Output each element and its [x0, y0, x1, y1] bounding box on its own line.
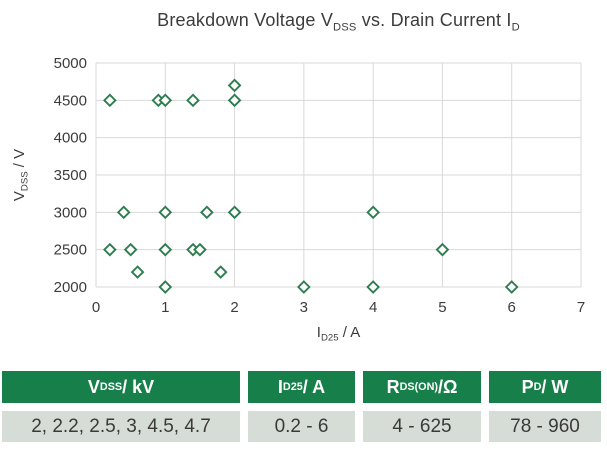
value-cell-id25: 0.2 - 6 — [248, 411, 355, 442]
x-tick-label: 2 — [230, 299, 238, 316]
data-point-diamond — [435, 242, 450, 257]
x-tick-label: 4 — [369, 299, 377, 316]
data-point-diamond — [158, 280, 173, 294]
chart-container: 0 1 2 3 4 5 6 7 2000 2500 3000 3500 4000 4500 5000 ID25… — [11, 10, 585, 344]
header-cell-vdss: V DSS / kV — [2, 371, 240, 403]
data-point-diamond — [158, 205, 173, 220]
x-tick-label: 5 — [438, 299, 446, 316]
scatter-chart-svg: 0 1 2 3 4 5 6 7 2000 2500 3000 3500 4000 4500 5000 ID25… — [11, 55, 585, 344]
data-point-diamond — [227, 205, 242, 220]
x-axis-label: ID25 / A — [317, 324, 360, 344]
y-tick-label: 2500 — [54, 242, 87, 259]
data-point-diamond — [123, 242, 138, 257]
value-cell-pd: 78 - 960 — [489, 411, 601, 442]
data-point-diamond — [103, 242, 117, 257]
y-tick-label: 2000 — [54, 279, 87, 296]
x-tick-label: 6 — [508, 299, 516, 316]
data-point-diamond — [366, 205, 380, 220]
y-tick-label: 3500 — [54, 167, 87, 184]
y-tick-label: 4000 — [54, 130, 87, 147]
spec-table-data-row: 2, 2.2, 2.5, 3, 4.5, 4.7 0.2 - 6 4 - 625… — [2, 411, 602, 442]
header-cell-rdson: R DS(ON) /Ω — [363, 371, 481, 403]
data-point-diamond — [103, 93, 117, 108]
y-tick-label: 4500 — [54, 92, 87, 109]
data-point-diamond — [116, 205, 131, 220]
header-cell-id25: I D25 / A — [248, 371, 355, 403]
data-point-diamond — [504, 280, 519, 294]
value-cell-rdson: 4 - 625 — [363, 411, 481, 442]
data-point-diamond — [130, 265, 145, 279]
data-point-diamond — [297, 280, 311, 294]
data-point-diamond — [158, 242, 173, 257]
data-point-diamond — [213, 265, 228, 279]
data-point-diamond — [158, 93, 173, 108]
x-tick-label: 0 — [92, 299, 100, 316]
x-tick-label: 3 — [300, 299, 308, 316]
x-tick-label: 7 — [577, 299, 585, 316]
data-point-diamond — [366, 280, 380, 294]
x-tick-label: 1 — [161, 299, 169, 316]
data-point-diamond — [200, 205, 214, 220]
y-tick-label: 3000 — [54, 204, 87, 221]
data-point-diamond — [193, 242, 207, 257]
data-point-diamond — [227, 78, 242, 93]
data-point-diamond — [227, 93, 242, 108]
y-axis-label: VDSS / V — [11, 149, 31, 201]
value-cell-vdss: 2, 2.2, 2.5, 3, 4.5, 4.7 — [2, 411, 240, 442]
chart-title: Breakdown Voltage VDSS vs. Drain Current… — [157, 10, 520, 34]
data-point-diamond — [186, 93, 200, 108]
y-tick-label: 5000 — [54, 55, 87, 72]
